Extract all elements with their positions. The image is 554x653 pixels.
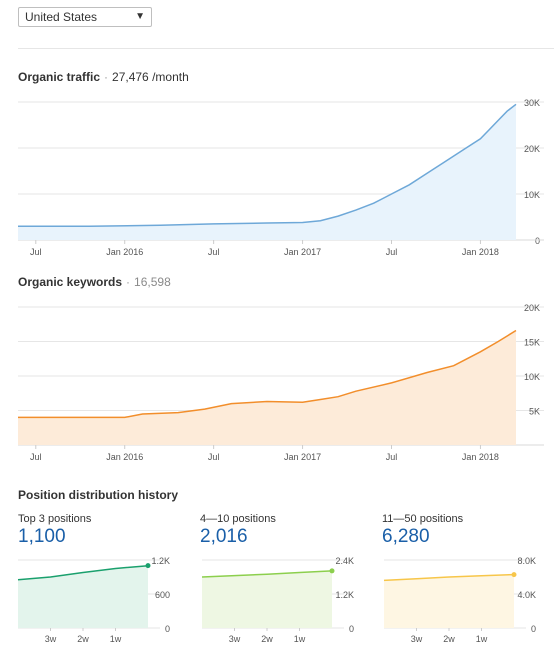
keywords-x-tick-label: Jan 2018 — [462, 452, 499, 462]
traffic-y-tick-label: 20K — [524, 144, 540, 154]
keywords-line — [18, 329, 517, 419]
mini-line — [17, 564, 149, 581]
organic-traffic-label: Organic traffic — [18, 70, 101, 84]
mini-x-tick-label: 1w — [110, 634, 122, 644]
mini-area — [384, 574, 514, 628]
organic-keywords-header: Organic keywords · 16,598 — [18, 275, 171, 289]
mini-y-tick-label: 600 — [155, 590, 170, 600]
traffic-x-tick-label: Jan 2018 — [462, 247, 499, 257]
mini-line — [201, 570, 333, 578]
keywords-y-tick-label: 10K — [524, 372, 540, 382]
keywords-x-tick-label: Jul — [208, 452, 220, 462]
keywords-x-tick-label: Jul — [30, 452, 42, 462]
mini-x-tick-label: 3w — [411, 634, 423, 644]
keywords-x-tick-label: Jan 2016 — [106, 452, 143, 462]
traffic-x-tick-label: Jul — [30, 247, 42, 257]
mini-x-tick-label: 3w — [45, 634, 57, 644]
pos11-50-chart: 8.0K 4.0K 0 3w 2w 1w — [383, 556, 536, 644]
mini-x-tick-label: 2w — [261, 634, 273, 644]
mini-y-tick-label: 0 — [349, 624, 354, 634]
mini-y-tick-label: 0 — [531, 624, 536, 634]
traffic-x-tick-label: Jul — [208, 247, 220, 257]
mini-area — [202, 570, 332, 628]
chevron-down-icon: ▼ — [135, 11, 145, 22]
mini-line — [383, 573, 515, 582]
mini-y-tick-label: 0 — [165, 624, 170, 634]
traffic-area — [18, 104, 516, 240]
keywords-x-tick-label: Jul — [386, 452, 398, 462]
organic-keywords-value: 16,598 — [134, 275, 171, 289]
mini-area — [18, 565, 148, 628]
top3-chart: 1.2K 600 0 3w 2w 1w — [17, 556, 170, 644]
mini-x-tick-label: 3w — [229, 634, 241, 644]
mini-end-point — [329, 568, 335, 574]
mini-y-tick-label: 2.4K — [335, 556, 354, 566]
traffic-x-tick-label: Jan 2017 — [284, 247, 321, 257]
position-history-title: Position distribution history — [18, 488, 178, 502]
country-select[interactable]: United States ▼ — [18, 7, 152, 27]
top3-label: Top 3 positions — [18, 513, 92, 525]
mini-end-point — [145, 563, 151, 569]
pos4-10-chart: 2.4K 1.2K 0 3w 2w 1w — [201, 556, 354, 644]
mini-x-tick-label: 2w — [443, 634, 455, 644]
keywords-x-tick-label: Jan 2017 — [284, 452, 321, 462]
mini-y-tick-label: 1.2K — [335, 590, 354, 600]
pos4-10-value: 2,016 — [200, 526, 248, 547]
keywords-y-tick-label: 20K — [524, 303, 540, 313]
pos11-50-value: 6,280 — [382, 526, 430, 547]
organic-keywords-chart: 5K 10K 15K 20K Jul Jan 2016 Jul Jan 2017 Jul Jan … — [18, 303, 544, 462]
traffic-y-tick-label: 10K — [524, 190, 540, 200]
organic-traffic-chart: 0 10K 20K 30K Jul Jan 2016 Jul Jan 2017 Jul Jan 2… — [18, 98, 544, 257]
divider — [18, 48, 554, 49]
country-select-value: United States — [25, 10, 98, 24]
mini-y-tick-label: 4.0K — [517, 590, 536, 600]
position-history-header: Position distribution history — [18, 488, 178, 502]
mini-x-tick-label: 1w — [294, 634, 306, 644]
traffic-y-tick-label: 30K — [524, 98, 540, 108]
pos4-10-label: 4—10 positions — [200, 513, 276, 525]
traffic-y-tick-label: 0 — [535, 236, 540, 246]
mini-y-tick-label: 1.2K — [151, 556, 170, 566]
keywords-area — [18, 330, 516, 445]
top3-value: 1,100 — [18, 526, 66, 547]
pos11-50-label: 11—50 positions — [382, 513, 464, 525]
keywords-y-tick-label: 5K — [529, 407, 540, 417]
keywords-y-tick-label: 15K — [524, 338, 540, 348]
mini-x-tick-label: 1w — [476, 634, 488, 644]
organic-traffic-header: Organic traffic · 27,476 /month — [18, 70, 189, 84]
organic-keywords-label: Organic keywords — [18, 275, 123, 289]
mini-y-tick-label: 8.0K — [517, 556, 536, 566]
mini-end-point — [511, 572, 517, 578]
traffic-x-tick-label: Jul — [386, 247, 398, 257]
traffic-line — [18, 103, 517, 227]
traffic-x-tick-label: Jan 2016 — [106, 247, 143, 257]
organic-traffic-value: 27,476 /month — [112, 70, 189, 84]
mini-x-tick-label: 2w — [77, 634, 89, 644]
